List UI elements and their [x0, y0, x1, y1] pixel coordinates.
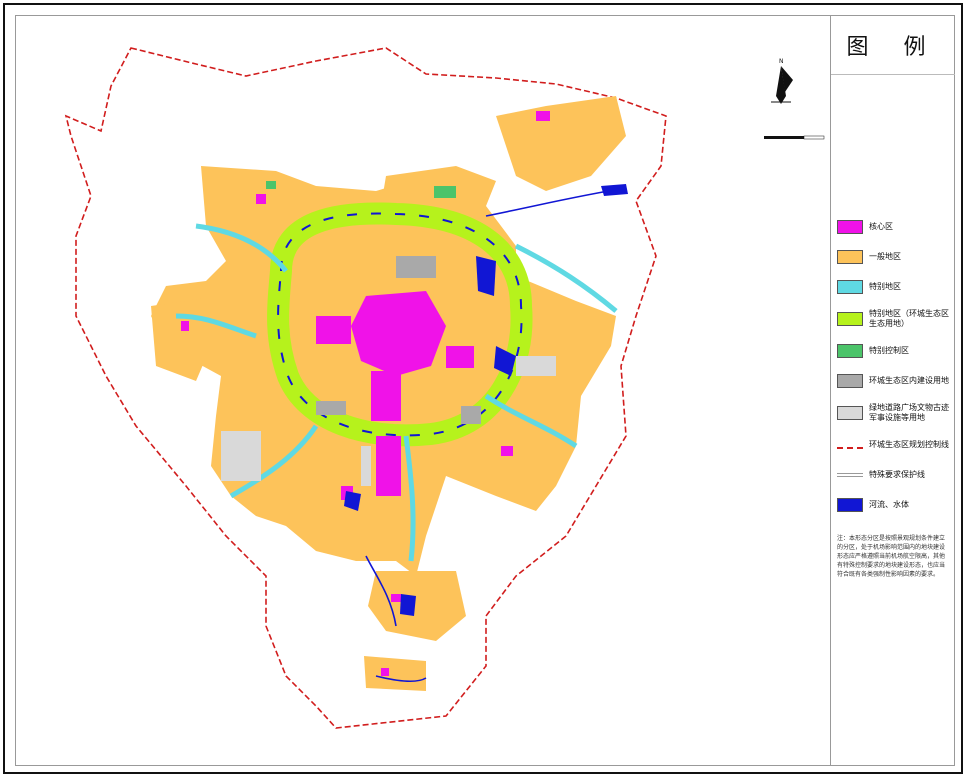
- legend-item-general: 一般地区: [837, 242, 953, 272]
- water-bodies: [344, 184, 628, 616]
- legend-swatch-boundary: [837, 447, 863, 449]
- north-label: N: [779, 58, 784, 65]
- legend-swatch-protect: [837, 473, 863, 477]
- legend-label-general: 一般地区: [869, 252, 901, 261]
- legend-label-core: 核心区: [869, 222, 893, 231]
- legend-item-core: 核心区: [837, 212, 953, 242]
- legend-item-water: 河流、水体: [837, 490, 953, 520]
- legend-label-green: 绿地道路广场文物古迹军事设施等用地: [869, 403, 949, 422]
- legend-item-special: 特别地区: [837, 272, 953, 302]
- map-inner-frame: N 图 例 核心区一般地区特别地区特别地区（环城生态区生态用地） 特别控制区环城生…: [15, 15, 955, 766]
- legend-swatch-special: [837, 280, 863, 294]
- legend-panel: 图 例 核心区一般地区特别地区特别地区（环城生态区生态用地） 特别控制区环城生态区…: [830, 16, 955, 765]
- legend-note: 注：本形态分区是按照景观规划条件建立的分区，处于机场影响范围内的地块建设形态应严…: [837, 535, 946, 578]
- special-area: [175, 223, 618, 562]
- legend-item-eco: 特别地区（环城生态区生态用地）: [837, 302, 953, 336]
- legend-swatch-green: [837, 406, 863, 420]
- north-arrow-icon: N: [771, 58, 793, 104]
- map-area: N: [16, 16, 826, 765]
- green-road-area: [221, 356, 556, 486]
- legend-title: 图 例: [831, 16, 955, 75]
- legend-swatch-general: [837, 250, 863, 264]
- legend-item-boundary: 环城生态区规划控制线: [837, 430, 953, 460]
- legend-label-built: 环城生态区内建设用地: [869, 376, 949, 385]
- eco-ring: [267, 202, 533, 447]
- map-frame: N 图 例 核心区一般地区特别地区特别地区（环城生态区生态用地） 特别控制区环城生…: [3, 3, 963, 774]
- core-area: [181, 111, 550, 676]
- legend-swatch-water: [837, 498, 863, 512]
- legend-item-green: 绿地道路广场文物古迹军事设施等用地: [837, 396, 953, 430]
- built-in-ring: [316, 256, 481, 424]
- legend-item-control: 特别控制区: [837, 336, 953, 366]
- planning-control-boundary: [64, 47, 667, 729]
- legend-swatch-built: [837, 374, 863, 388]
- legend-item-built: 环城生态区内建设用地: [837, 366, 953, 396]
- zoning-map: N: [64, 47, 825, 729]
- legend-label-special: 特别地区: [869, 282, 901, 291]
- rivers: [365, 187, 627, 683]
- legend-swatch-control: [837, 344, 863, 358]
- legend-swatch-core: [837, 220, 863, 234]
- special-control-area: [266, 181, 456, 198]
- legend-list: 核心区一般地区特别地区特别地区（环城生态区生态用地） 特别控制区环城生态区内建设用…: [837, 212, 953, 520]
- legend-swatch-eco: [837, 312, 863, 326]
- legend-label-water: 河流、水体: [869, 500, 909, 509]
- legend-label-eco: 特别地区（环城生态区生态用地）: [869, 309, 949, 328]
- legend-label-protect: 特殊要求保护线: [869, 470, 925, 479]
- legend-label-control: 特别控制区: [869, 346, 909, 355]
- legend-item-protect: 特殊要求保护线: [837, 460, 953, 490]
- scale-bar: [764, 135, 825, 140]
- legend-label-boundary: 环城生态区规划控制线: [869, 440, 949, 449]
